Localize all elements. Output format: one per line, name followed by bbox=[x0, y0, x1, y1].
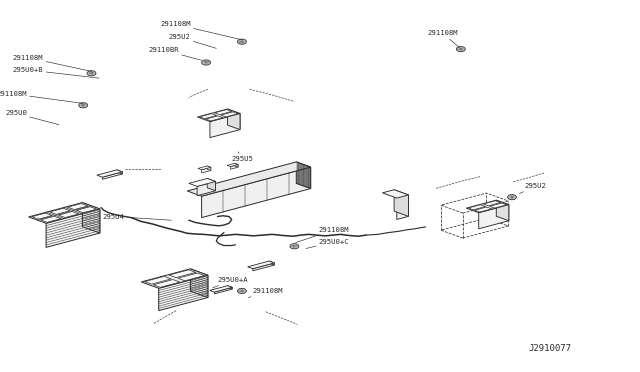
Polygon shape bbox=[397, 195, 408, 219]
Circle shape bbox=[87, 71, 96, 76]
Polygon shape bbox=[235, 163, 238, 167]
Circle shape bbox=[456, 46, 465, 52]
Polygon shape bbox=[97, 170, 122, 177]
Polygon shape bbox=[102, 172, 122, 179]
Polygon shape bbox=[468, 205, 485, 210]
Polygon shape bbox=[230, 164, 238, 169]
Polygon shape bbox=[188, 162, 310, 196]
Polygon shape bbox=[50, 208, 70, 214]
Text: 295U4: 295U4 bbox=[103, 214, 172, 220]
Polygon shape bbox=[169, 270, 196, 278]
Polygon shape bbox=[190, 269, 208, 298]
Polygon shape bbox=[197, 109, 240, 122]
Polygon shape bbox=[68, 203, 88, 209]
Polygon shape bbox=[141, 269, 208, 288]
Polygon shape bbox=[198, 166, 211, 170]
Polygon shape bbox=[248, 261, 275, 269]
Text: 295U0+A: 295U0+A bbox=[212, 277, 248, 288]
Text: 291108M: 291108M bbox=[13, 55, 92, 71]
Polygon shape bbox=[479, 205, 509, 229]
Polygon shape bbox=[210, 286, 232, 292]
Polygon shape bbox=[145, 276, 172, 284]
Polygon shape bbox=[40, 216, 61, 222]
Polygon shape bbox=[117, 170, 122, 174]
Text: 295U0: 295U0 bbox=[5, 110, 59, 125]
Text: 291108M: 291108M bbox=[248, 288, 284, 298]
Polygon shape bbox=[253, 263, 275, 271]
Circle shape bbox=[202, 60, 211, 65]
Polygon shape bbox=[197, 182, 216, 196]
Polygon shape bbox=[383, 190, 408, 198]
Polygon shape bbox=[200, 113, 216, 119]
Polygon shape bbox=[227, 163, 238, 167]
Polygon shape bbox=[32, 213, 52, 219]
Polygon shape bbox=[76, 207, 97, 213]
Text: 291108M: 291108M bbox=[296, 227, 349, 243]
Text: 295U2: 295U2 bbox=[169, 34, 216, 48]
Polygon shape bbox=[483, 201, 500, 206]
Polygon shape bbox=[46, 209, 100, 247]
Text: 295U0+B: 295U0+B bbox=[13, 67, 99, 78]
Polygon shape bbox=[210, 113, 240, 138]
Text: 295U5: 295U5 bbox=[232, 152, 253, 162]
Circle shape bbox=[79, 103, 88, 108]
Polygon shape bbox=[58, 212, 79, 218]
Polygon shape bbox=[214, 110, 232, 115]
Polygon shape bbox=[207, 179, 216, 191]
Polygon shape bbox=[496, 200, 509, 221]
Polygon shape bbox=[202, 167, 310, 218]
Polygon shape bbox=[207, 166, 211, 170]
Circle shape bbox=[237, 288, 246, 294]
Polygon shape bbox=[394, 190, 408, 217]
Polygon shape bbox=[221, 112, 238, 117]
Circle shape bbox=[508, 195, 516, 200]
Polygon shape bbox=[178, 273, 205, 281]
Polygon shape bbox=[214, 287, 232, 294]
Circle shape bbox=[237, 39, 246, 44]
Polygon shape bbox=[269, 261, 275, 265]
Polygon shape bbox=[466, 200, 509, 213]
Text: 291108M: 291108M bbox=[0, 91, 83, 103]
Polygon shape bbox=[159, 275, 208, 311]
Polygon shape bbox=[206, 116, 223, 121]
Polygon shape bbox=[296, 162, 310, 189]
Text: 29110BR: 29110BR bbox=[148, 47, 202, 60]
Text: 291108M: 291108M bbox=[160, 21, 242, 40]
Circle shape bbox=[290, 244, 299, 249]
Polygon shape bbox=[227, 109, 240, 129]
Polygon shape bbox=[83, 203, 100, 233]
Polygon shape bbox=[228, 286, 232, 289]
Polygon shape bbox=[202, 167, 211, 173]
Polygon shape bbox=[154, 279, 180, 287]
Text: 291108M: 291108M bbox=[428, 31, 460, 48]
Polygon shape bbox=[29, 203, 100, 223]
Text: 295U2: 295U2 bbox=[520, 183, 547, 193]
Polygon shape bbox=[475, 207, 492, 212]
Text: 295U0+C: 295U0+C bbox=[306, 239, 349, 248]
Polygon shape bbox=[189, 179, 216, 186]
Text: J2910077: J2910077 bbox=[528, 344, 571, 353]
Polygon shape bbox=[490, 203, 507, 208]
